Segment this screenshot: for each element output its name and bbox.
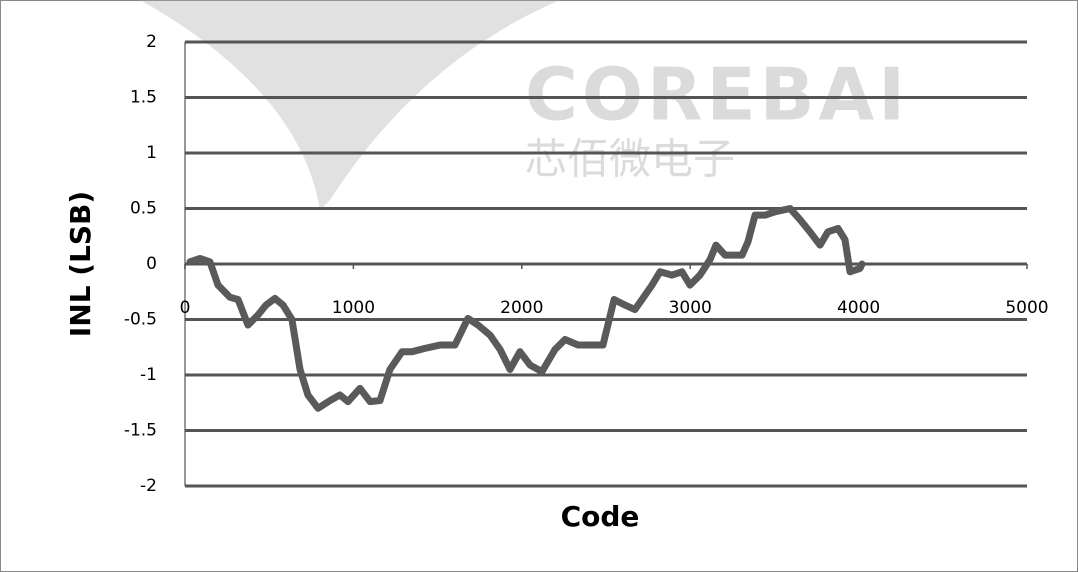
y-tick-label: 0.5	[130, 199, 157, 219]
x-tick-label: 0	[180, 298, 191, 318]
y-tick-label: 1.5	[130, 88, 157, 108]
x-tick-label: 4000	[837, 298, 880, 318]
x-tick-label: 3000	[669, 298, 712, 318]
y-tick-label: 2	[146, 32, 157, 52]
y-tick-label: -1	[140, 365, 157, 385]
watermark: COREBAI 芯佰微电子	[140, 0, 909, 210]
y-axis-title: INL (LSB)	[64, 191, 97, 337]
y-tick-label: -1.5	[124, 421, 157, 441]
y-tick-label: -0.5	[124, 310, 157, 330]
watermark-shape	[140, 0, 560, 210]
watermark-logo: COREBAI	[525, 53, 909, 137]
data-line	[186, 205, 866, 412]
x-tick-label: 5000	[1005, 298, 1048, 318]
y-tick-label: -2	[140, 476, 157, 496]
x-tick-label: 1000	[332, 298, 375, 318]
x-tick-label: 2000	[500, 298, 543, 318]
x-axis-title: Code	[561, 500, 640, 533]
watermark-text: 芯佰微电子	[525, 135, 735, 184]
y-tick-label: 1	[146, 143, 157, 163]
y-tick-label: 0	[146, 254, 157, 274]
